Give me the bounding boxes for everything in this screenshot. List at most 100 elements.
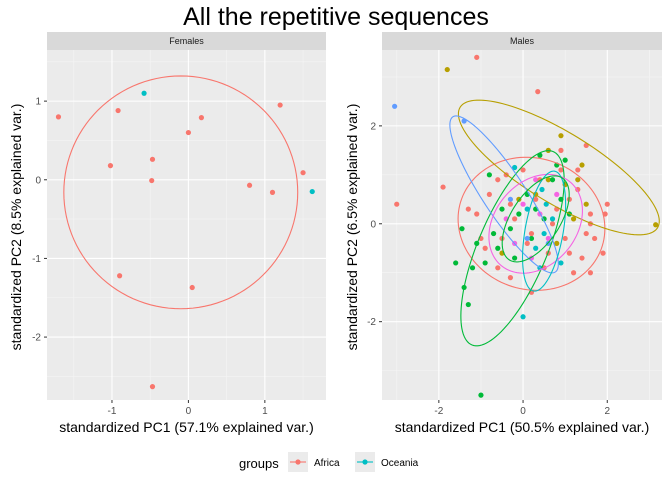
confidence-ellipse [449,115,559,274]
data-point-africa [512,216,518,222]
data-point-africa [189,284,195,291]
data-point-africa [579,255,585,261]
data-point [490,230,497,237]
data-point [545,235,551,242]
data-point-africa [558,167,564,173]
y-tick-label: 0 [35,175,41,186]
x-tick-label: 2 [604,406,610,417]
data-point-africa [394,201,400,207]
data-point-africa [198,115,205,121]
data-point-africa [600,250,606,256]
facet-label: Males [510,36,535,46]
data-point [554,240,560,246]
y-axis-title: standardized PC2 (6.5% explained var.) [344,104,360,351]
chart-title: All the repetitive sequences [183,3,489,31]
data-point-africa [185,129,192,136]
confidence-ellipse [501,175,570,263]
facet-strip [47,32,326,50]
data-point [507,196,514,202]
data-point-africa [587,270,594,276]
data-point-africa [269,189,276,195]
legend-key-point [295,459,301,465]
panel-background [47,50,326,400]
x-tick-label: -1 [108,406,117,417]
data-point-oceania [558,260,564,266]
plot-panel: -2 0 2 -2 0 2 [367,50,662,417]
data-point-oceania [539,186,545,193]
data-point [579,162,585,168]
data-point-africa [486,191,492,198]
facet-females: Females -1 0 1 -2 -1 0 1 standardized PC1 (57.… [8,32,326,435]
data-point [507,226,514,232]
data-point [512,255,518,261]
data-point-africa [558,147,564,153]
data-point-oceania [512,164,518,171]
data-point-africa [149,156,156,162]
data-point-africa [495,177,501,183]
y-axis-title: standardized PC2 (8.5% explained var.) [8,104,24,351]
data-point-africa [566,250,572,256]
data-point-africa [474,211,480,217]
data-point-africa [107,163,114,169]
data-point-africa [535,89,541,95]
confidence-ellipse [63,75,299,310]
confidence-ellipse [522,170,567,292]
data-point [653,222,659,228]
data-point-africa [277,102,283,108]
legend-label: Africa [314,458,340,469]
data-point [558,133,564,139]
data-point [486,172,492,178]
data-point [499,206,505,212]
data-point [482,260,488,266]
data-point [459,226,465,232]
data-point [453,260,459,266]
confidence-ellipse [460,150,565,347]
data-point-africa [583,230,589,237]
data-point-africa [246,182,253,188]
plot-marks [392,54,660,398]
data-point [528,235,535,242]
data-point-africa [495,265,501,271]
x-tick-label: 0 [520,406,526,417]
data-point-africa [117,273,123,279]
data-point [516,211,522,217]
data-point-africa [300,170,306,176]
data-point-africa [115,107,121,114]
y-tick-label: -2 [367,317,376,328]
y-tick-label: 0 [370,219,376,230]
data-point [520,201,526,207]
data-point [495,245,501,251]
facet-strip [382,32,662,50]
data-point [444,66,450,73]
y-tick-label: 1 [35,97,41,108]
data-point [562,157,568,163]
panel-background [382,50,662,400]
legend-item-africa: Africa [288,452,340,472]
y-tick-label: -2 [32,333,41,344]
plot-panel: -1 0 1 -2 -1 0 1 [32,50,326,417]
data-point-oceania [533,245,539,251]
data-point [478,392,484,398]
data-point-africa [507,275,514,281]
y-tick-label: 2 [370,121,376,132]
confidence-ellipse [488,173,583,274]
confidence-ellipse [457,99,660,236]
x-tick-label: 0 [186,406,192,417]
data-point-oceania [524,206,530,212]
data-point-africa [587,211,594,217]
data-point-oceania [309,188,315,195]
data-point [465,301,471,308]
data-point-africa [520,167,526,173]
data-point [545,177,551,183]
data-point-africa [570,270,577,276]
data-point-africa [440,184,446,190]
data-point-oceania [549,216,556,222]
data-point-africa [482,245,488,251]
legend-item-oceania: Oceania [355,452,419,472]
x-axis-title: standardized PC1 (50.5% explained var.) [395,419,649,435]
data-point-africa [55,114,62,120]
data-point-africa [575,167,581,173]
data-point-oceania [541,230,547,237]
data-point-africa [507,201,514,207]
